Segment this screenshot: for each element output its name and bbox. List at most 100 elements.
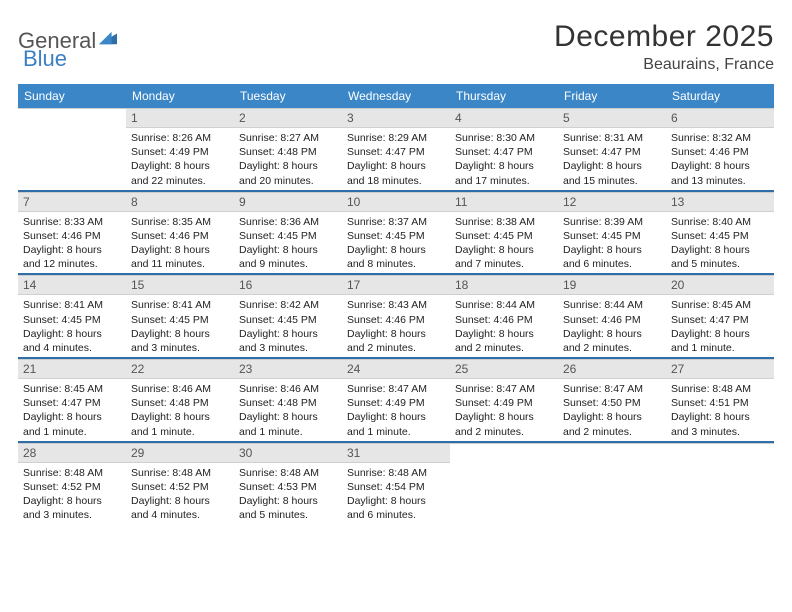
day-cell: 21Sunrise: 8:45 AMSunset: 4:47 PMDayligh… <box>18 359 126 442</box>
sunrise-text: Sunrise: 8:26 AM <box>131 131 229 145</box>
sunset-text: Sunset: 4:51 PM <box>671 396 769 410</box>
sunset-text: Sunset: 4:47 PM <box>23 396 121 410</box>
week-row: 1Sunrise: 8:26 AMSunset: 4:49 PMDaylight… <box>18 108 774 191</box>
day-number: 11 <box>450 193 558 212</box>
day-number: 8 <box>126 193 234 212</box>
sunrise-text: Sunrise: 8:48 AM <box>23 466 121 480</box>
sunrise-text: Sunrise: 8:44 AM <box>563 298 661 312</box>
sunset-text: Sunset: 4:45 PM <box>23 313 121 327</box>
calendar-page: General December 2025 Beaurains, France … <box>0 0 792 524</box>
day-number: 6 <box>666 109 774 128</box>
day-cell: 5Sunrise: 8:31 AMSunset: 4:47 PMDaylight… <box>558 108 666 191</box>
title-block: December 2025 Beaurains, France <box>554 20 774 74</box>
day-info: Sunrise: 8:32 AMSunset: 4:46 PMDaylight:… <box>666 128 774 190</box>
sunset-text: Sunset: 4:53 PM <box>239 480 337 494</box>
sunset-text: Sunset: 4:45 PM <box>671 229 769 243</box>
day-number: 22 <box>126 360 234 379</box>
sunrise-text: Sunrise: 8:32 AM <box>671 131 769 145</box>
day-info: Sunrise: 8:45 AMSunset: 4:47 PMDaylight:… <box>18 379 126 441</box>
dow-wed: Wednesday <box>342 84 450 108</box>
sunset-text: Sunset: 4:48 PM <box>131 396 229 410</box>
day-cell: 1Sunrise: 8:26 AMSunset: 4:49 PMDaylight… <box>126 108 234 191</box>
sunrise-text: Sunrise: 8:45 AM <box>671 298 769 312</box>
day-cell: 15Sunrise: 8:41 AMSunset: 4:45 PMDayligh… <box>126 275 234 358</box>
day-cell: 17Sunrise: 8:43 AMSunset: 4:46 PMDayligh… <box>342 275 450 358</box>
day-info: Sunrise: 8:41 AMSunset: 4:45 PMDaylight:… <box>126 295 234 357</box>
sunset-text: Sunset: 4:45 PM <box>239 313 337 327</box>
daylight-text: Daylight: 8 hours and 5 minutes. <box>239 494 337 522</box>
day-number: 7 <box>18 193 126 212</box>
day-cell: 19Sunrise: 8:44 AMSunset: 4:46 PMDayligh… <box>558 275 666 358</box>
sunset-text: Sunset: 4:49 PM <box>131 145 229 159</box>
day-cell: 31Sunrise: 8:48 AMSunset: 4:54 PMDayligh… <box>342 443 450 525</box>
daylight-text: Daylight: 8 hours and 4 minutes. <box>23 327 121 355</box>
day-cell: 20Sunrise: 8:45 AMSunset: 4:47 PMDayligh… <box>666 275 774 358</box>
day-number: 2 <box>234 109 342 128</box>
day-number: 10 <box>342 193 450 212</box>
day-info: Sunrise: 8:35 AMSunset: 4:46 PMDaylight:… <box>126 212 234 274</box>
day-number: 26 <box>558 360 666 379</box>
day-info: Sunrise: 8:30 AMSunset: 4:47 PMDaylight:… <box>450 128 558 190</box>
day-cell: 8Sunrise: 8:35 AMSunset: 4:46 PMDaylight… <box>126 192 234 275</box>
daylight-text: Daylight: 8 hours and 2 minutes. <box>563 410 661 438</box>
sunset-text: Sunset: 4:46 PM <box>23 229 121 243</box>
day-info: Sunrise: 8:48 AMSunset: 4:53 PMDaylight:… <box>234 463 342 525</box>
day-cell: 18Sunrise: 8:44 AMSunset: 4:46 PMDayligh… <box>450 275 558 358</box>
day-number: 20 <box>666 276 774 295</box>
day-cell: 16Sunrise: 8:42 AMSunset: 4:45 PMDayligh… <box>234 275 342 358</box>
day-cell: 27Sunrise: 8:48 AMSunset: 4:51 PMDayligh… <box>666 359 774 442</box>
day-number <box>666 444 774 460</box>
day-number: 5 <box>558 109 666 128</box>
sunset-text: Sunset: 4:47 PM <box>347 145 445 159</box>
week-row: 28Sunrise: 8:48 AMSunset: 4:52 PMDayligh… <box>18 443 774 525</box>
sunset-text: Sunset: 4:48 PM <box>239 145 337 159</box>
day-number <box>450 444 558 460</box>
day-info: Sunrise: 8:29 AMSunset: 4:47 PMDaylight:… <box>342 128 450 190</box>
sunset-text: Sunset: 4:47 PM <box>563 145 661 159</box>
day-number: 3 <box>342 109 450 128</box>
week-row: 21Sunrise: 8:45 AMSunset: 4:47 PMDayligh… <box>18 359 774 442</box>
day-number: 14 <box>18 276 126 295</box>
sunset-text: Sunset: 4:46 PM <box>347 313 445 327</box>
daylight-text: Daylight: 8 hours and 15 minutes. <box>563 159 661 187</box>
day-cell: 26Sunrise: 8:47 AMSunset: 4:50 PMDayligh… <box>558 359 666 442</box>
daylight-text: Daylight: 8 hours and 1 minute. <box>347 410 445 438</box>
sunset-text: Sunset: 4:46 PM <box>131 229 229 243</box>
day-number: 12 <box>558 193 666 212</box>
sunrise-text: Sunrise: 8:48 AM <box>239 466 337 480</box>
brand-text-2: Blue <box>23 46 67 72</box>
sunrise-text: Sunrise: 8:46 AM <box>131 382 229 396</box>
sunset-text: Sunset: 4:45 PM <box>131 313 229 327</box>
day-number: 31 <box>342 444 450 463</box>
sunrise-text: Sunrise: 8:48 AM <box>131 466 229 480</box>
daylight-text: Daylight: 8 hours and 17 minutes. <box>455 159 553 187</box>
day-number: 30 <box>234 444 342 463</box>
day-info: Sunrise: 8:46 AMSunset: 4:48 PMDaylight:… <box>126 379 234 441</box>
sunrise-text: Sunrise: 8:41 AM <box>23 298 121 312</box>
sunrise-text: Sunrise: 8:47 AM <box>347 382 445 396</box>
day-cell: 22Sunrise: 8:46 AMSunset: 4:48 PMDayligh… <box>126 359 234 442</box>
day-cell: 14Sunrise: 8:41 AMSunset: 4:45 PMDayligh… <box>18 275 126 358</box>
day-cell: 6Sunrise: 8:32 AMSunset: 4:46 PMDaylight… <box>666 108 774 191</box>
daylight-text: Daylight: 8 hours and 12 minutes. <box>23 243 121 271</box>
sunset-text: Sunset: 4:49 PM <box>347 396 445 410</box>
day-number: 18 <box>450 276 558 295</box>
week-row: 14Sunrise: 8:41 AMSunset: 4:45 PMDayligh… <box>18 275 774 358</box>
sunset-text: Sunset: 4:45 PM <box>239 229 337 243</box>
day-info: Sunrise: 8:26 AMSunset: 4:49 PMDaylight:… <box>126 128 234 190</box>
sunset-text: Sunset: 4:45 PM <box>455 229 553 243</box>
sunrise-text: Sunrise: 8:41 AM <box>131 298 229 312</box>
daylight-text: Daylight: 8 hours and 7 minutes. <box>455 243 553 271</box>
sunrise-text: Sunrise: 8:46 AM <box>239 382 337 396</box>
location-label: Beaurains, France <box>554 56 774 74</box>
day-info: Sunrise: 8:41 AMSunset: 4:45 PMDaylight:… <box>18 295 126 357</box>
day-info: Sunrise: 8:44 AMSunset: 4:46 PMDaylight:… <box>558 295 666 357</box>
day-info: Sunrise: 8:45 AMSunset: 4:47 PMDaylight:… <box>666 295 774 357</box>
day-cell: 10Sunrise: 8:37 AMSunset: 4:45 PMDayligh… <box>342 192 450 275</box>
dow-thu: Thursday <box>450 84 558 108</box>
daylight-text: Daylight: 8 hours and 6 minutes. <box>563 243 661 271</box>
daylight-text: Daylight: 8 hours and 3 minutes. <box>239 327 337 355</box>
sunrise-text: Sunrise: 8:43 AM <box>347 298 445 312</box>
day-number: 25 <box>450 360 558 379</box>
sunset-text: Sunset: 4:46 PM <box>455 313 553 327</box>
